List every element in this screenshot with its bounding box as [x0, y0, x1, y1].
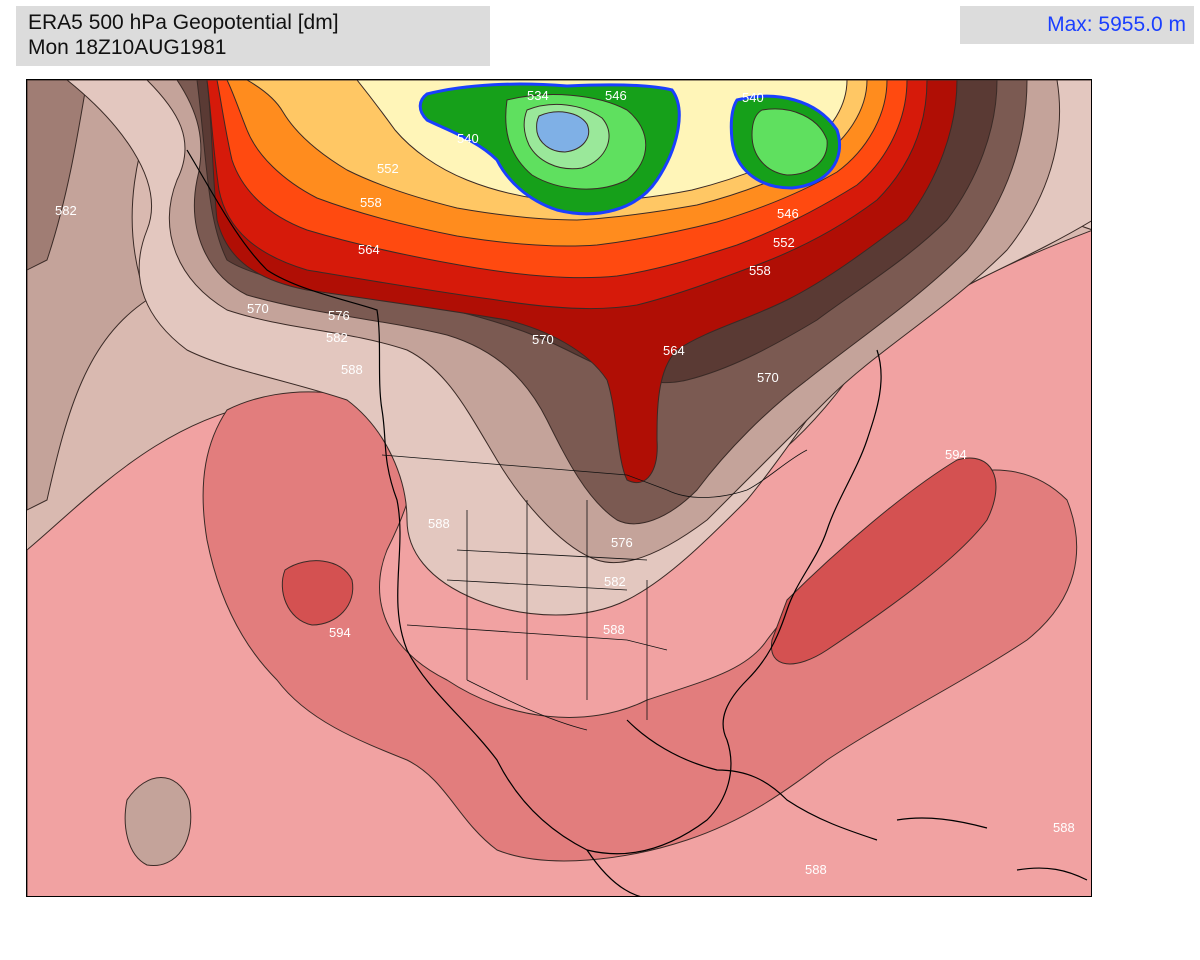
- contour-label: 582: [604, 574, 626, 589]
- coastlines: [186, 149, 1088, 896]
- contour-594-zone: [202, 391, 1078, 862]
- contour-label: 546: [777, 206, 799, 221]
- contour-label: 546: [605, 88, 627, 103]
- contour-534-green-east: [751, 108, 828, 176]
- contour-label: 570: [247, 301, 269, 316]
- contour-label: 594: [329, 625, 351, 640]
- contour-label: 582: [55, 203, 77, 218]
- map-panel: 582 534 546 540 540 552 558 564 570 576 …: [26, 79, 1092, 897]
- contour-label: 594: [945, 447, 967, 462]
- max-value-box: Max: 5955.0 m: [960, 6, 1194, 44]
- contour-label-layer: 582 534 546 540 540 552 558 564 570 576 …: [55, 88, 1075, 877]
- contour-label: 588: [428, 516, 450, 531]
- contour-label: 582: [326, 330, 348, 345]
- contour-label: 588: [603, 622, 625, 637]
- contour-label: 576: [328, 308, 350, 323]
- contour-label: 588: [341, 362, 363, 377]
- contour-label: 552: [773, 235, 795, 250]
- contour-label: 564: [358, 242, 380, 257]
- contour-map: [27, 80, 1091, 896]
- deep-low-center: [536, 111, 589, 153]
- atlantic-high: [771, 457, 997, 665]
- contour-label: 552: [377, 161, 399, 176]
- max-value-label: Max: 5955.0 m: [1047, 13, 1186, 36]
- contour-label: 534: [527, 88, 549, 103]
- contour-label: 588: [805, 862, 827, 877]
- contour-label: 558: [749, 263, 771, 278]
- map-title: ERA5 500 hPa Geopotential [dm]: [28, 11, 339, 34]
- contour-label: 570: [757, 370, 779, 385]
- contour-label: 558: [360, 195, 382, 210]
- pacific-high: [281, 560, 354, 626]
- contour-label: 564: [663, 343, 685, 358]
- title-box: ERA5 500 hPa Geopotential [dm] Mon 18Z10…: [16, 6, 490, 66]
- southwest-patch: [124, 777, 192, 867]
- contour-label: 588: [1053, 820, 1075, 835]
- map-valid-time: Mon 18Z10AUG1981: [28, 36, 227, 59]
- contour-label: 540: [457, 131, 479, 146]
- borders: [381, 449, 808, 731]
- contour-label: 570: [532, 332, 554, 347]
- contour-label: 576: [611, 535, 633, 550]
- contour-label: 540: [742, 90, 764, 105]
